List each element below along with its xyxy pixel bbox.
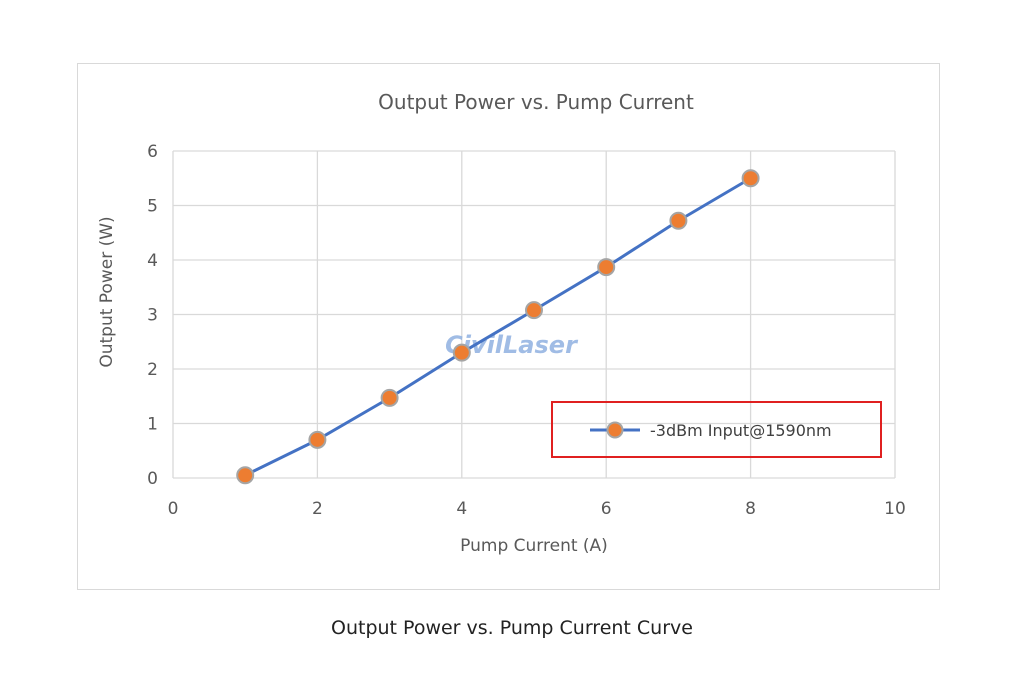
- y-tick-label: 4: [147, 251, 158, 271]
- data-point: [452, 343, 471, 362]
- data-point: [669, 211, 688, 230]
- x-tick-label: 6: [601, 499, 612, 519]
- y-tick-label: 3: [147, 306, 158, 326]
- data-point: [597, 258, 616, 277]
- y-axis-label: Output Power (W): [97, 216, 117, 367]
- x-tick-label: 8: [745, 499, 756, 519]
- series-line: [244, 176, 752, 477]
- y-tick-label: 5: [147, 197, 158, 217]
- x-axis-label: Pump Current (A): [460, 536, 608, 556]
- data-point: [308, 430, 327, 449]
- y-tick-labels: 0 1 2 3 4 5 6: [147, 142, 158, 489]
- legend-highlight-box: [551, 401, 882, 458]
- x-tick-label: 10: [884, 499, 906, 519]
- data-point: [525, 301, 543, 320]
- y-tick-label: 6: [147, 142, 158, 162]
- figure-caption: Output Power vs. Pump Current Curve: [331, 617, 693, 639]
- legend: -3dBm Input@1590nm: [551, 401, 882, 458]
- y-tick-label: 0: [147, 469, 158, 489]
- series-layer: [236, 169, 760, 485]
- x-tick-labels: 0 2 4 6 8 10: [168, 499, 906, 519]
- legend-marker: [606, 421, 624, 439]
- chart-title: Output Power vs. Pump Current: [378, 90, 694, 114]
- x-tick-label: 2: [312, 499, 323, 519]
- y-tick-label: 1: [147, 415, 158, 435]
- data-point: [236, 466, 255, 485]
- x-tick-label: 4: [456, 499, 467, 519]
- data-point: [741, 169, 760, 188]
- legend-label: -3dBm Input@1590nm: [650, 421, 832, 440]
- data-point: [380, 388, 399, 407]
- x-tick-label: 0: [168, 499, 179, 519]
- y-tick-label: 2: [147, 360, 158, 380]
